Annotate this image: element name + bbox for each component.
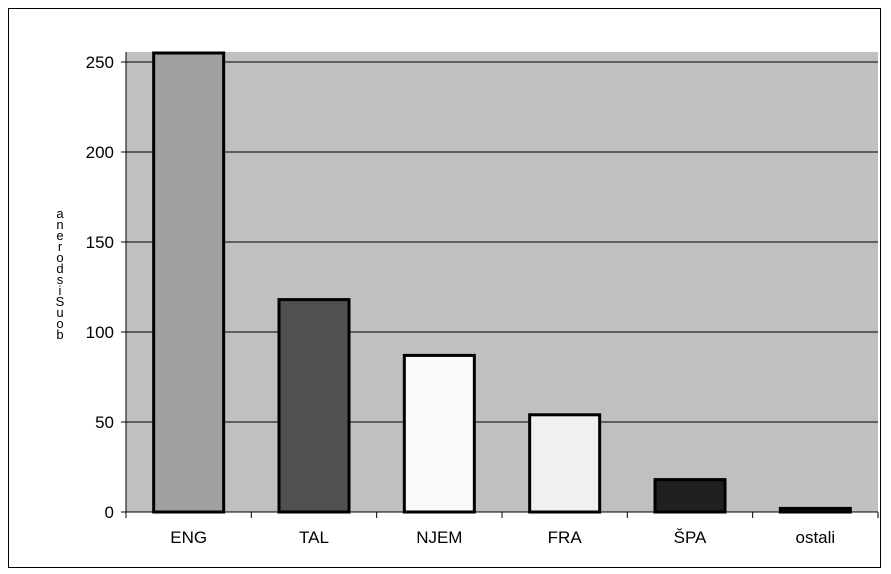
x-tick-labels: ENG TAL NJEM FRA ŠPA ostali bbox=[170, 528, 835, 547]
axes bbox=[121, 52, 879, 518]
bar-tal bbox=[277, 298, 351, 514]
x-tick-label-eng: ENG bbox=[170, 528, 207, 547]
y-tick-label-250: 250 bbox=[86, 53, 114, 72]
bar-špa bbox=[653, 478, 727, 514]
gridlines bbox=[126, 61, 878, 423]
plot-area bbox=[126, 52, 878, 512]
bar-fra bbox=[528, 413, 602, 514]
x-tick-label-tal: TAL bbox=[299, 528, 329, 547]
bar-ostali bbox=[778, 506, 852, 514]
y-tick-label-100: 100 bbox=[86, 323, 114, 342]
y-tick-label-50: 50 bbox=[95, 413, 114, 432]
x-tick-label-fra: FRA bbox=[548, 528, 583, 547]
bar-njem bbox=[402, 353, 476, 514]
y-tick-labels: 0 50 100 150 200 250 bbox=[86, 53, 114, 522]
x-tick-label-ostali: ostali bbox=[795, 528, 835, 547]
y-tick-label-0: 0 bbox=[105, 503, 114, 522]
y-tick-label-150: 150 bbox=[86, 233, 114, 252]
x-tick-label-špa: ŠPA bbox=[674, 528, 707, 547]
bar-eng bbox=[152, 51, 226, 514]
x-tick-label-njem: NJEM bbox=[416, 528, 462, 547]
y-tick-label-200: 200 bbox=[86, 143, 114, 162]
